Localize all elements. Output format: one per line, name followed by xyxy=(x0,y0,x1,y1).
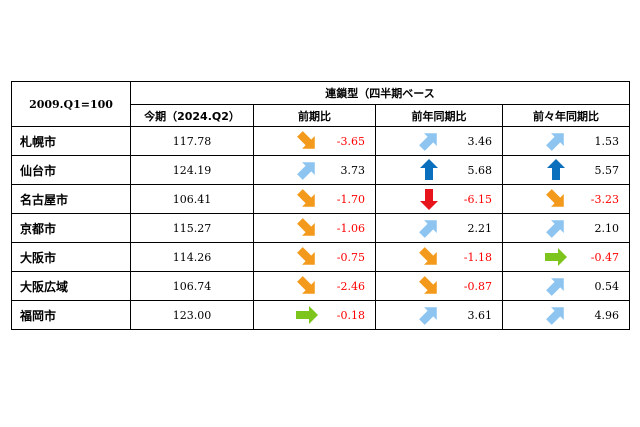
yoy-cell: -0.87 xyxy=(375,271,503,301)
yoy-cell: -1.18 xyxy=(375,242,503,272)
column-header-qoq: 前期比 xyxy=(253,104,376,127)
current-index: 124.19 xyxy=(130,155,254,185)
arrow-up-right-lightblue-icon xyxy=(376,217,444,239)
city-name: 大阪市 xyxy=(11,242,131,272)
current-index: 117.78 xyxy=(130,126,254,156)
qoq-value: -1.70 xyxy=(336,192,365,206)
current-index: 114.26 xyxy=(130,242,254,272)
arrow-down-right-orange-icon xyxy=(254,246,322,268)
yoy2-cell: 1.53 xyxy=(501,126,631,156)
table-row: 札幌市 117.78 -3.65 3.46 1.53 xyxy=(11,126,631,156)
yoy-cell: 2.21 xyxy=(375,213,503,243)
yoy-cell: -6.15 xyxy=(375,184,503,214)
yoy2-value: 4.96 xyxy=(594,308,620,322)
yoy2-value: -3.23 xyxy=(590,192,620,206)
table-row: 名古屋市 106.41 -1.70 -6.15 -3.23 xyxy=(11,184,631,214)
yoy-value: 5.68 xyxy=(467,163,493,177)
current-index: 106.41 xyxy=(130,184,254,214)
qoq-value: 3.73 xyxy=(340,163,366,177)
table-row: 京都市 115.27 -1.06 2.21 2.10 xyxy=(11,213,631,243)
basis-label: 2009.Q1=100 xyxy=(11,81,131,127)
yoy2-cell: 2.10 xyxy=(501,213,631,243)
arrow-down-right-orange-icon xyxy=(254,188,322,210)
arrow-up-right-lightblue-icon xyxy=(376,130,444,152)
yoy-value: 3.46 xyxy=(467,134,493,148)
qoq-value: -0.75 xyxy=(336,250,365,264)
yoy2-value: -0.47 xyxy=(590,250,620,264)
yoy-value: 3.61 xyxy=(467,308,493,322)
table-row: 大阪広域 106.74 -2.46 -0.87 0.54 xyxy=(11,271,631,301)
column-header-yoy2: 前々年同期比 xyxy=(501,104,631,127)
arrow-right-green-icon xyxy=(503,246,571,268)
arrow-down-right-orange-icon xyxy=(254,275,322,297)
qoq-cell: -1.06 xyxy=(253,213,376,243)
arrow-down-right-orange-icon xyxy=(254,130,322,152)
yoy2-cell: 0.54 xyxy=(501,271,631,301)
qoq-value: -0.18 xyxy=(336,308,365,322)
yoy2-value: 1.53 xyxy=(594,134,620,148)
city-name: 大阪広域 xyxy=(11,271,131,301)
yoy2-cell: -0.47 xyxy=(501,242,631,272)
qoq-cell: -0.18 xyxy=(253,300,376,330)
arrow-down-right-orange-icon xyxy=(376,275,444,297)
current-index: 115.27 xyxy=(130,213,254,243)
arrow-up-right-lightblue-icon xyxy=(503,130,571,152)
current-index: 106.74 xyxy=(130,271,254,301)
arrow-right-green-icon xyxy=(254,304,322,326)
qoq-value: -3.65 xyxy=(336,134,365,148)
qoq-value: -1.06 xyxy=(336,221,365,235)
yoy-cell: 3.61 xyxy=(375,300,503,330)
yoy2-value: 2.10 xyxy=(594,221,620,235)
yoy-value: 2.21 xyxy=(467,221,493,235)
arrow-up-right-lightblue-icon xyxy=(254,159,322,181)
current-index: 123.00 xyxy=(130,300,254,330)
arrow-down-right-orange-icon xyxy=(503,188,571,210)
yoy2-value: 5.57 xyxy=(594,163,620,177)
arrow-up-right-lightblue-icon xyxy=(503,304,571,326)
yoy2-cell: 5.57 xyxy=(501,155,631,185)
yoy-value: -1.18 xyxy=(463,250,492,264)
table-row: 仙台市 124.19 3.73 5.68 5.57 xyxy=(11,155,631,185)
arrow-up-right-lightblue-icon xyxy=(376,304,444,326)
city-name: 名古屋市 xyxy=(11,184,131,214)
qoq-cell: -2.46 xyxy=(253,271,376,301)
yoy-value: -6.15 xyxy=(463,192,492,206)
yoy2-value: 0.54 xyxy=(594,279,620,293)
yoy2-cell: 4.96 xyxy=(501,300,631,330)
qoq-cell: -0.75 xyxy=(253,242,376,272)
group-header: 連鎖型（四半期ベース xyxy=(129,81,631,105)
arrow-up-right-lightblue-icon xyxy=(503,217,571,239)
arrow-up-right-lightblue-icon xyxy=(503,275,571,297)
yoy2-cell: -3.23 xyxy=(501,184,631,214)
yoy-cell: 5.68 xyxy=(375,155,503,185)
yoy-cell: 3.46 xyxy=(375,126,503,156)
arrow-up-blue-icon xyxy=(503,159,571,181)
column-header-current: 今期（2024.Q2） xyxy=(130,104,254,127)
qoq-cell: -1.70 xyxy=(253,184,376,214)
arrow-down-right-orange-icon xyxy=(376,246,444,268)
arrow-down-right-orange-icon xyxy=(254,217,322,239)
qoq-cell: 3.73 xyxy=(253,155,376,185)
city-name: 京都市 xyxy=(11,213,131,243)
column-header-yoy: 前年同期比 xyxy=(375,104,503,127)
table-row: 大阪市 114.26 -0.75 -1.18 -0.47 xyxy=(11,242,631,272)
table-row: 福岡市 123.00 -0.18 3.61 4.96 xyxy=(11,300,631,330)
city-name: 仙台市 xyxy=(11,155,131,185)
yoy-value: -0.87 xyxy=(463,279,492,293)
price-index-table: 2009.Q1=100 連鎖型（四半期ベース 今期（2024.Q2） 前期比 前… xyxy=(11,81,631,330)
arrow-down-red-icon xyxy=(376,188,444,210)
arrow-up-blue-icon xyxy=(376,159,444,181)
qoq-cell: -3.65 xyxy=(253,126,376,156)
city-name: 福岡市 xyxy=(11,300,131,330)
qoq-value: -2.46 xyxy=(336,279,365,293)
city-name: 札幌市 xyxy=(11,126,131,156)
